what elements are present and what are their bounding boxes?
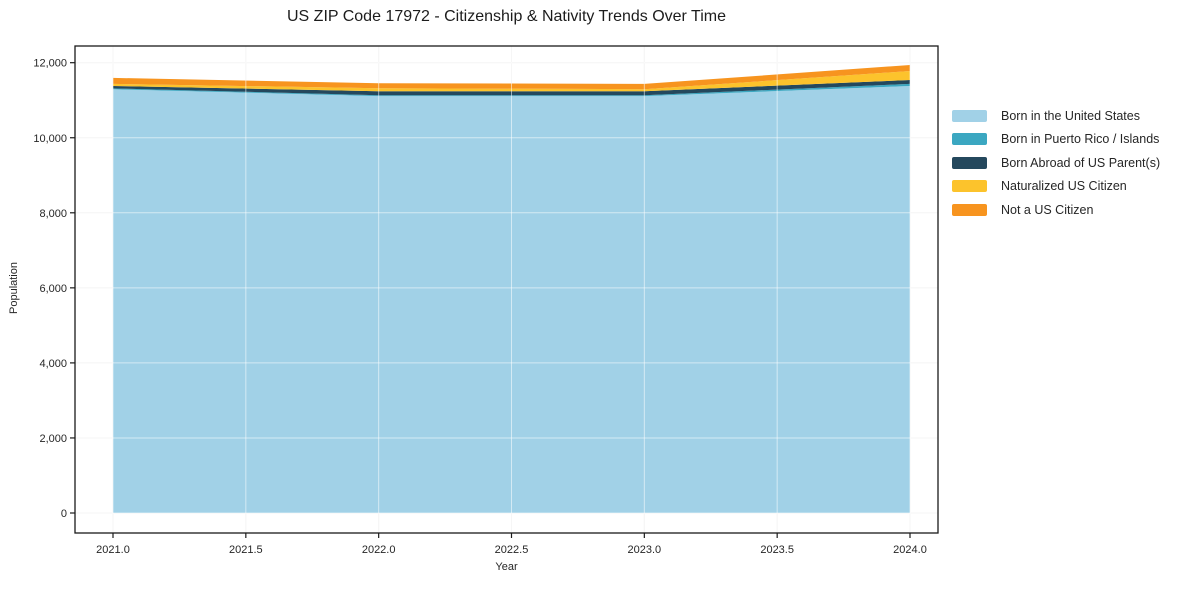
x-tick-label: 2021.5 — [229, 544, 263, 556]
x-axis-label: Year — [495, 561, 518, 573]
legend-label: Born in Puerto Rico / Islands — [1001, 132, 1160, 147]
legend-swatch — [952, 133, 987, 146]
y-tick-label: 12,000 — [33, 58, 67, 70]
legend: Born in the United States Born in Puerto … — [952, 104, 1160, 222]
y-tick-label: 10,000 — [33, 133, 67, 145]
x-tick-label: 2021.0 — [96, 544, 130, 556]
y-axis-label: Population — [8, 262, 20, 314]
x-tick-label: 2022.0 — [362, 544, 396, 556]
chart-title: US ZIP Code 17972 - Citizenship & Nativi… — [287, 8, 726, 25]
legend-swatch — [952, 156, 987, 169]
x-tick-label: 2024.0 — [893, 544, 927, 556]
legend-item: Not a US Citizen — [952, 198, 1160, 222]
legend-item: Born in the United States — [952, 104, 1160, 128]
legend-label: Not a US Citizen — [1001, 202, 1094, 217]
y-tick-label: 8,000 — [39, 208, 67, 220]
legend-label: Naturalized US Citizen — [1001, 179, 1127, 194]
legend-item: Naturalized US Citizen — [952, 175, 1160, 199]
legend-item: Born Abroad of US Parent(s) — [952, 151, 1160, 175]
x-tick-label: 2023.5 — [760, 544, 794, 556]
legend-label: Born in the United States — [1001, 108, 1140, 123]
plot-border — [74, 45, 939, 534]
legend-swatch — [952, 180, 987, 193]
legend-item: Born in Puerto Rico / Islands — [952, 128, 1160, 152]
area-series-3 — [113, 71, 910, 92]
legend-swatch — [952, 109, 987, 122]
area-series-4 — [113, 65, 910, 90]
x-tick-label: 2023.0 — [628, 544, 662, 556]
legend-swatch — [952, 203, 987, 216]
y-tick-label: 4,000 — [39, 358, 67, 370]
y-tick-label: 0 — [61, 508, 67, 520]
x-tick-label: 2022.5 — [495, 544, 529, 556]
area-series-2 — [113, 80, 910, 96]
legend-label: Born Abroad of US Parent(s) — [1001, 155, 1161, 170]
y-tick-label: 2,000 — [39, 433, 67, 445]
area-series-1 — [113, 83, 910, 97]
y-tick-label: 6,000 — [39, 283, 67, 295]
